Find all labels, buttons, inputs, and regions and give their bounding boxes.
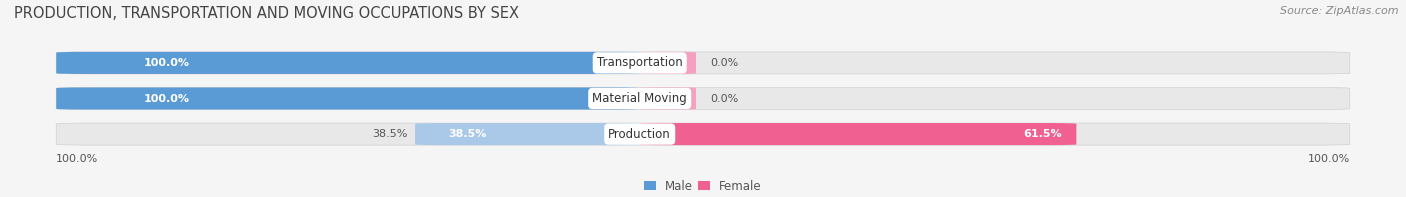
Text: 100.0%: 100.0% — [1308, 154, 1350, 164]
Text: 100.0%: 100.0% — [143, 94, 190, 103]
Text: Production: Production — [609, 128, 671, 141]
Text: 0.0%: 0.0% — [710, 58, 738, 68]
FancyBboxPatch shape — [640, 87, 696, 110]
FancyBboxPatch shape — [415, 123, 640, 145]
FancyBboxPatch shape — [640, 52, 696, 74]
FancyBboxPatch shape — [640, 123, 1077, 145]
Text: 0.0%: 0.0% — [710, 94, 738, 103]
Legend: Male, Female: Male, Female — [640, 175, 766, 197]
FancyBboxPatch shape — [56, 87, 1350, 110]
FancyBboxPatch shape — [56, 87, 640, 110]
Text: PRODUCTION, TRANSPORTATION AND MOVING OCCUPATIONS BY SEX: PRODUCTION, TRANSPORTATION AND MOVING OC… — [14, 6, 519, 21]
FancyBboxPatch shape — [56, 52, 1350, 74]
Text: 100.0%: 100.0% — [143, 58, 190, 68]
FancyBboxPatch shape — [56, 52, 640, 74]
Text: 100.0%: 100.0% — [56, 154, 98, 164]
Text: Source: ZipAtlas.com: Source: ZipAtlas.com — [1281, 6, 1399, 16]
Text: 38.5%: 38.5% — [373, 129, 408, 139]
FancyBboxPatch shape — [56, 123, 1350, 145]
Text: 38.5%: 38.5% — [449, 129, 486, 139]
Text: Transportation: Transportation — [598, 56, 682, 69]
Text: Material Moving: Material Moving — [592, 92, 688, 105]
Text: 61.5%: 61.5% — [1024, 129, 1063, 139]
